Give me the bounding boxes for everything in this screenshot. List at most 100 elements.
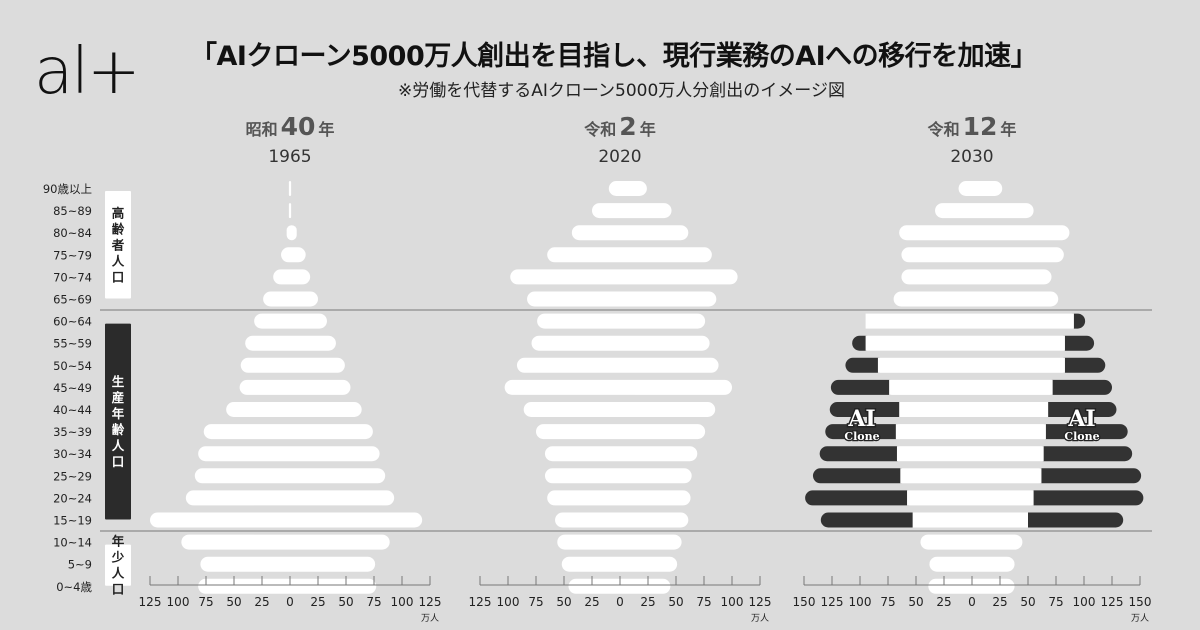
population-bar: [901, 247, 1064, 263]
ai-bar-left: [830, 379, 897, 395]
population-bar: [286, 225, 297, 241]
x-tick-label: 125: [821, 595, 844, 609]
page-subtitle: ※労働を代替するAIクローン5000万人分創出のイメージ図: [398, 81, 845, 101]
age-label: 25~29: [53, 469, 92, 483]
group-label-youth: 年少人口: [111, 534, 125, 597]
age-label: 80~84: [53, 226, 92, 240]
x-tick-label: 25: [310, 595, 325, 609]
ai-bar-right: [1036, 446, 1133, 462]
x-tick-label: 100: [497, 595, 520, 609]
population-bar: [608, 181, 647, 196]
population-bar: [194, 468, 386, 484]
x-tick-label: 0: [616, 595, 624, 609]
ai-bar-right: [1020, 512, 1124, 528]
population-bar: [912, 512, 1028, 528]
panel-year-label: 2030: [950, 147, 993, 167]
x-tick-label: 100: [1073, 595, 1096, 609]
population-bar: [895, 424, 1046, 440]
x-tick-label: 25: [992, 595, 1007, 609]
population-bar: [958, 181, 1003, 196]
population-bar: [929, 556, 1015, 572]
population-bar: [245, 335, 336, 351]
x-tick-label: 125: [469, 595, 492, 609]
x-tick-label: 50: [908, 595, 923, 609]
population-bar: [281, 247, 306, 263]
x-tick-label: 50: [668, 595, 683, 609]
x-tick-label: 125: [1101, 595, 1124, 609]
x-tick-label: 25: [640, 595, 655, 609]
x-tick-label: 150: [793, 595, 816, 609]
age-label: 75~79: [53, 248, 92, 262]
age-label: 50~54: [53, 359, 92, 373]
x-tick-label: 75: [366, 595, 381, 609]
population-bar: [537, 313, 706, 329]
age-label: 85~89: [53, 204, 92, 218]
ai-bar-right: [1040, 402, 1117, 417]
x-tick-label: 25: [254, 595, 269, 609]
ai-bar-right: [1045, 379, 1112, 395]
ai-bar-right: [1057, 335, 1095, 351]
brand-logo: al+: [34, 35, 141, 109]
population-bar: [928, 578, 1015, 594]
x-tick-label: 100: [721, 595, 744, 609]
population-bar: [198, 578, 377, 594]
panel-era-label: 令和 12 年: [927, 112, 1017, 141]
age-label: 10~14: [53, 536, 92, 550]
x-axis-unit: 万人: [751, 613, 769, 624]
population-bar: [185, 490, 395, 506]
population-bar: [555, 512, 689, 528]
population-bar: [592, 203, 672, 219]
x-tick-label: 100: [167, 595, 190, 609]
ai-label-right: AI: [1067, 406, 1095, 432]
population-bar: [547, 247, 712, 263]
x-tick-label: 50: [226, 595, 241, 609]
age-label: 0~4歳: [56, 580, 92, 594]
ai-bar-right: [1033, 468, 1142, 484]
age-label: 90歳以上: [43, 182, 92, 196]
ai-sublabel-right: Clone: [1064, 430, 1099, 443]
age-label: 40~44: [53, 403, 92, 417]
x-tick-label: 125: [139, 595, 162, 609]
x-tick-label: 75: [528, 595, 543, 609]
population-bar: [568, 578, 671, 594]
population-bar: [288, 203, 292, 219]
x-tick-label: 50: [338, 595, 353, 609]
population-bar: [523, 402, 716, 417]
x-axis-unit: 万人: [421, 613, 439, 624]
population-bar: [150, 512, 423, 528]
x-axis-unit: 万人: [1131, 613, 1149, 624]
ai-bar-right: [1026, 490, 1144, 506]
ai-bar-left: [812, 468, 908, 484]
age-label: 20~24: [53, 491, 92, 505]
x-tick-label: 25: [936, 595, 951, 609]
population-bar: [200, 556, 376, 572]
population-bar: [865, 335, 1065, 351]
population-bar: [510, 269, 738, 285]
x-tick-label: 50: [1020, 595, 1035, 609]
population-bar: [240, 357, 345, 373]
population-bar: [239, 379, 351, 395]
population-bar: [531, 335, 710, 351]
population-bar: [288, 181, 292, 196]
ai-bar-left: [820, 512, 921, 528]
age-label: 70~74: [53, 270, 92, 284]
population-bar: [561, 556, 678, 572]
population-bar: [920, 534, 1023, 550]
population-bar: [896, 446, 1044, 462]
x-tick-label: 75: [198, 595, 213, 609]
age-label: 35~39: [53, 425, 92, 439]
page-title: 「AIクローン5000万人創出を目指し、現行業務のAIへの移行を加速」: [190, 41, 1038, 72]
age-label: 30~34: [53, 447, 92, 461]
ai-bar-right: [1038, 424, 1128, 440]
x-tick-label: 25: [584, 595, 599, 609]
group-box-elderly: [105, 191, 131, 299]
ai-bar-left: [829, 402, 907, 417]
ai-bar-right: [1057, 357, 1106, 373]
population-bar: [571, 225, 689, 241]
x-tick-label: 75: [696, 595, 711, 609]
x-tick-label: 75: [880, 595, 895, 609]
group-label-elderly: 高齢者人口: [111, 205, 125, 284]
population-bar: [504, 379, 732, 395]
population-bar: [544, 468, 692, 484]
